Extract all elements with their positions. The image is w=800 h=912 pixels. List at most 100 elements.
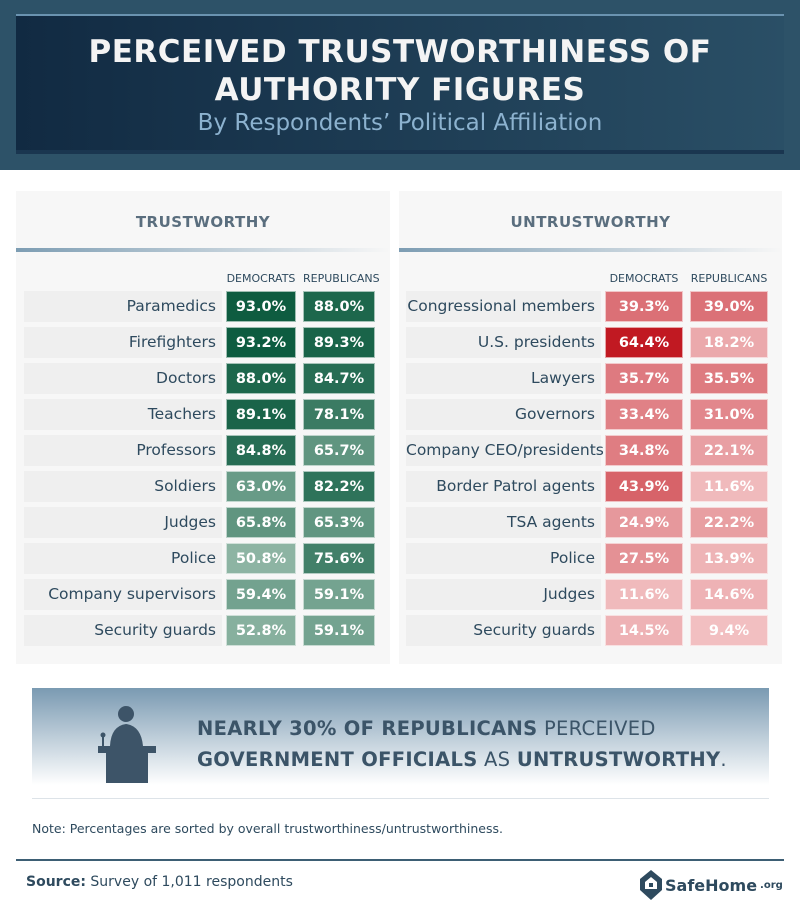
republicans-value-cell: 78.1% [303,399,375,430]
republicans-value-cell: 13.9% [690,543,768,574]
row-label: Security guards [24,615,222,646]
callout-text-part: PERCEIVED [537,717,656,740]
column-header-republicans: REPUBLICANS [690,272,768,285]
democrats-value-cell: 63.0% [226,471,296,502]
democrats-value-cell: 50.8% [226,543,296,574]
row-label: Company CEO/presidents [406,435,604,466]
subtitle: By Respondents’ Political Affiliation [197,110,603,136]
row-label: Doctors [24,363,222,394]
table-row: Police 50.8% 75.6% [16,543,390,574]
table-row: Security guards 52.8% 59.1% [16,615,390,646]
callout-text-part: AS [477,748,517,771]
democrats-value-cell: 84.8% [226,435,296,466]
republicans-value-cell: 82.2% [303,471,375,502]
panel-title: UNTRUSTWORTHY [510,213,671,231]
callout-bold: NEARLY 30% OF REPUBLICANS [197,717,538,740]
header-banner: PERCEIVED TRUSTWORTHINESS OF AUTHORITY F… [0,0,800,170]
source-text: Survey of 1,011 respondents [85,874,293,890]
row-label: Congressional members [406,291,601,322]
democrats-value-cell: 11.6% [605,579,683,610]
table-row: TSA agents 24.9% 22.2% [399,507,782,538]
democrats-value-cell: 89.1% [226,399,296,430]
democrats-value-cell: 34.8% [605,435,683,466]
note: Note: Percentages are sorted by overall … [32,821,503,836]
title-line-1: PERCEIVED TRUSTWORTHINESS OF [88,34,712,70]
democrats-value-cell: 24.9% [605,507,683,538]
republicans-value-cell: 84.7% [303,363,375,394]
row-label: Border Patrol agents [406,471,601,502]
democrats-value-cell: 35.7% [605,363,683,394]
table-row: Doctors 88.0% 84.7% [16,363,390,394]
table-row: Soldiers 63.0% 82.2% [16,471,390,502]
democrats-value-cell: 39.3% [605,291,683,322]
row-label: Soldiers [24,471,222,502]
column-header-democrats: DEMOCRATS [226,272,296,285]
divider [16,248,390,252]
republicans-value-cell: 22.1% [690,435,768,466]
table-row: Company supervisors 59.4% 59.1% [16,579,390,610]
source: Source: Survey of 1,011 respondents [26,874,293,890]
republicans-value-cell: 65.3% [303,507,375,538]
republicans-value-cell: 11.6% [690,471,768,502]
table-row: Lawyers 35.7% 35.5% [399,363,782,394]
title-line-2: AUTHORITY FIGURES [214,72,586,108]
banner-inner [16,14,784,154]
source-label: Source: [26,874,86,890]
democrats-value-cell: 65.8% [226,507,296,538]
untrustworthy-panel: UNTRUSTWORTHY DEMOCRATS REPUBLICANS Cong… [399,191,782,664]
safehome-logo: SafeHome .org [640,870,783,900]
column-header-republicans: REPUBLICANS [303,272,380,285]
row-label: Judges [406,579,601,610]
table-row: Paramedics 93.0% 88.0% [16,291,390,322]
row-label: Professors [24,435,222,466]
column-header-democrats: DEMOCRATS [609,272,679,285]
republicans-value-cell: 89.3% [303,327,375,358]
row-label: Paramedics [24,291,222,322]
table-row: Company CEO/presidents 34.8% 22.1% [399,435,782,466]
row-label: Teachers [24,399,222,430]
republicans-value-cell: 14.6% [690,579,768,610]
republicans-value-cell: 88.0% [303,291,375,322]
callout-text: NEARLY 30% OF REPUBLICANS PERCEIVED GOVE… [197,713,727,775]
logo-suffix: .org [760,879,783,891]
row-label: U.S. presidents [406,327,601,358]
callout-text-part: . [720,748,727,771]
democrats-value-cell: 64.4% [605,327,683,358]
row-label: Company supervisors [24,579,222,610]
table-row: Judges 11.6% 14.6% [399,579,782,610]
row-label: Judges [24,507,222,538]
row-label: Governors [406,399,601,430]
divider [399,248,782,252]
row-label: Police [406,543,601,574]
callout-bold: GOVERNMENT OFFICIALS [197,748,478,771]
divider [32,798,769,799]
republicans-value-cell: 59.1% [303,615,375,646]
table-row: Professors 84.8% 65.7% [16,435,390,466]
republicans-value-cell: 18.2% [690,327,768,358]
republicans-value-cell: 9.4% [690,615,768,646]
table-row: Border Patrol agents 43.9% 11.6% [399,471,782,502]
table-row: Police 27.5% 13.9% [399,543,782,574]
row-label: Security guards [406,615,601,646]
democrats-value-cell: 43.9% [605,471,683,502]
table-row: Teachers 89.1% 78.1% [16,399,390,430]
house-shield-icon [640,870,662,900]
table-row: Governors 33.4% 31.0% [399,399,782,430]
republicans-value-cell: 59.1% [303,579,375,610]
row-label: Firefighters [24,327,222,358]
democrats-value-cell: 14.5% [605,615,683,646]
callout-box: NEARLY 30% OF REPUBLICANS PERCEIVED GOVE… [32,688,769,785]
row-label: Police [24,543,222,574]
democrats-value-cell: 59.4% [226,579,296,610]
republicans-value-cell: 22.2% [690,507,768,538]
democrats-value-cell: 93.2% [226,327,296,358]
republicans-value-cell: 65.7% [303,435,375,466]
table-row: Congressional members 39.3% 39.0% [399,291,782,322]
democrats-value-cell: 33.4% [605,399,683,430]
logo-text: SafeHome [665,875,758,895]
republicans-value-cell: 75.6% [303,543,375,574]
table-row: Security guards 14.5% 9.4% [399,615,782,646]
democrats-value-cell: 93.0% [226,291,296,322]
democrats-value-cell: 27.5% [605,543,683,574]
podium-speaker-icon [98,706,156,783]
